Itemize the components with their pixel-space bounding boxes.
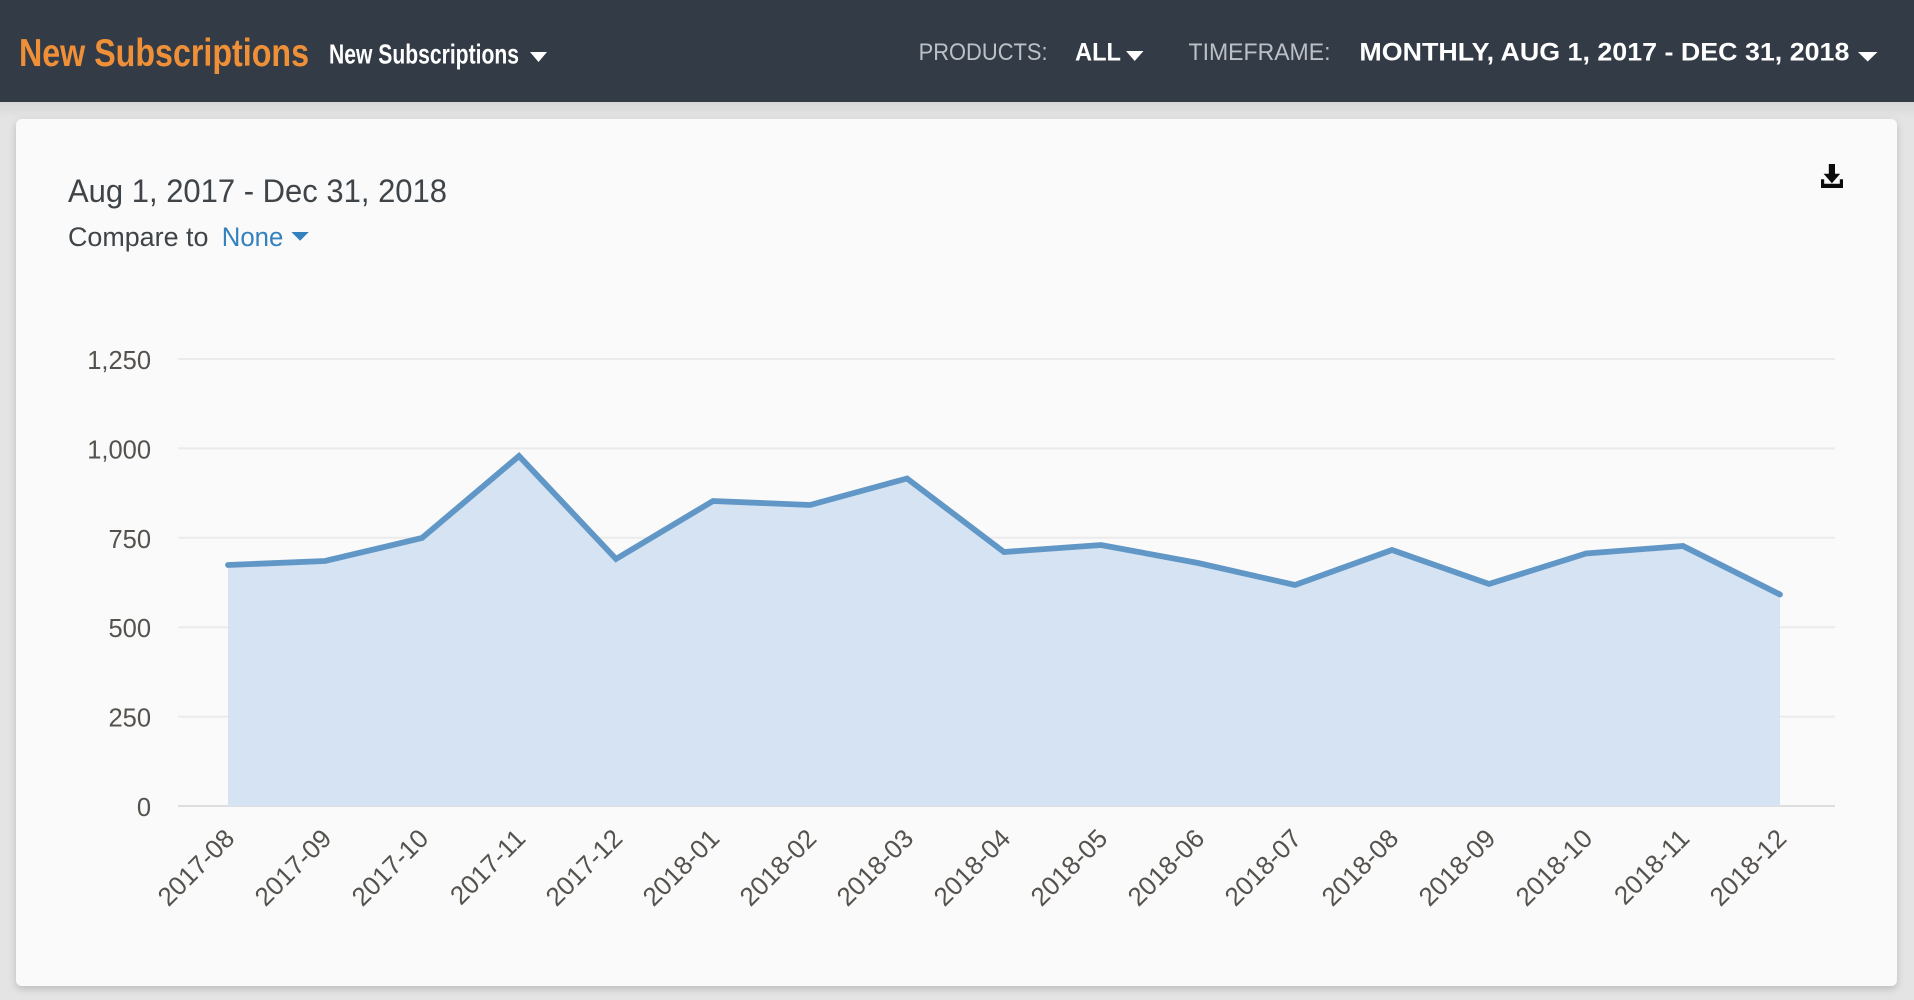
svg-text:0: 0 <box>137 794 151 822</box>
svg-text:1,000: 1,000 <box>87 436 151 464</box>
svg-text:Aug 1, 2017 - Dec 31, 2018: Aug 1, 2017 - Dec 31, 2018 <box>68 173 447 209</box>
svg-text:500: 500 <box>108 615 151 643</box>
svg-text:MONTHLY, AUG 1, 2017 - DEC 31,: MONTHLY, AUG 1, 2017 - DEC 31, 2018 <box>1359 39 1849 67</box>
svg-text:None: None <box>222 222 283 252</box>
svg-text:TIMEFRAME:: TIMEFRAME: <box>1189 39 1331 66</box>
svg-text:750: 750 <box>108 526 151 554</box>
svg-text:New Subscriptions: New Subscriptions <box>19 32 309 75</box>
svg-text:1,250: 1,250 <box>87 347 151 375</box>
svg-text:Compare to: Compare to <box>68 222 208 252</box>
svg-text:PRODUCTS:: PRODUCTS: <box>919 39 1048 66</box>
svg-text:New Subscriptions: New Subscriptions <box>329 39 519 70</box>
svg-text:ALL: ALL <box>1075 39 1121 67</box>
svg-text:250: 250 <box>108 705 151 733</box>
